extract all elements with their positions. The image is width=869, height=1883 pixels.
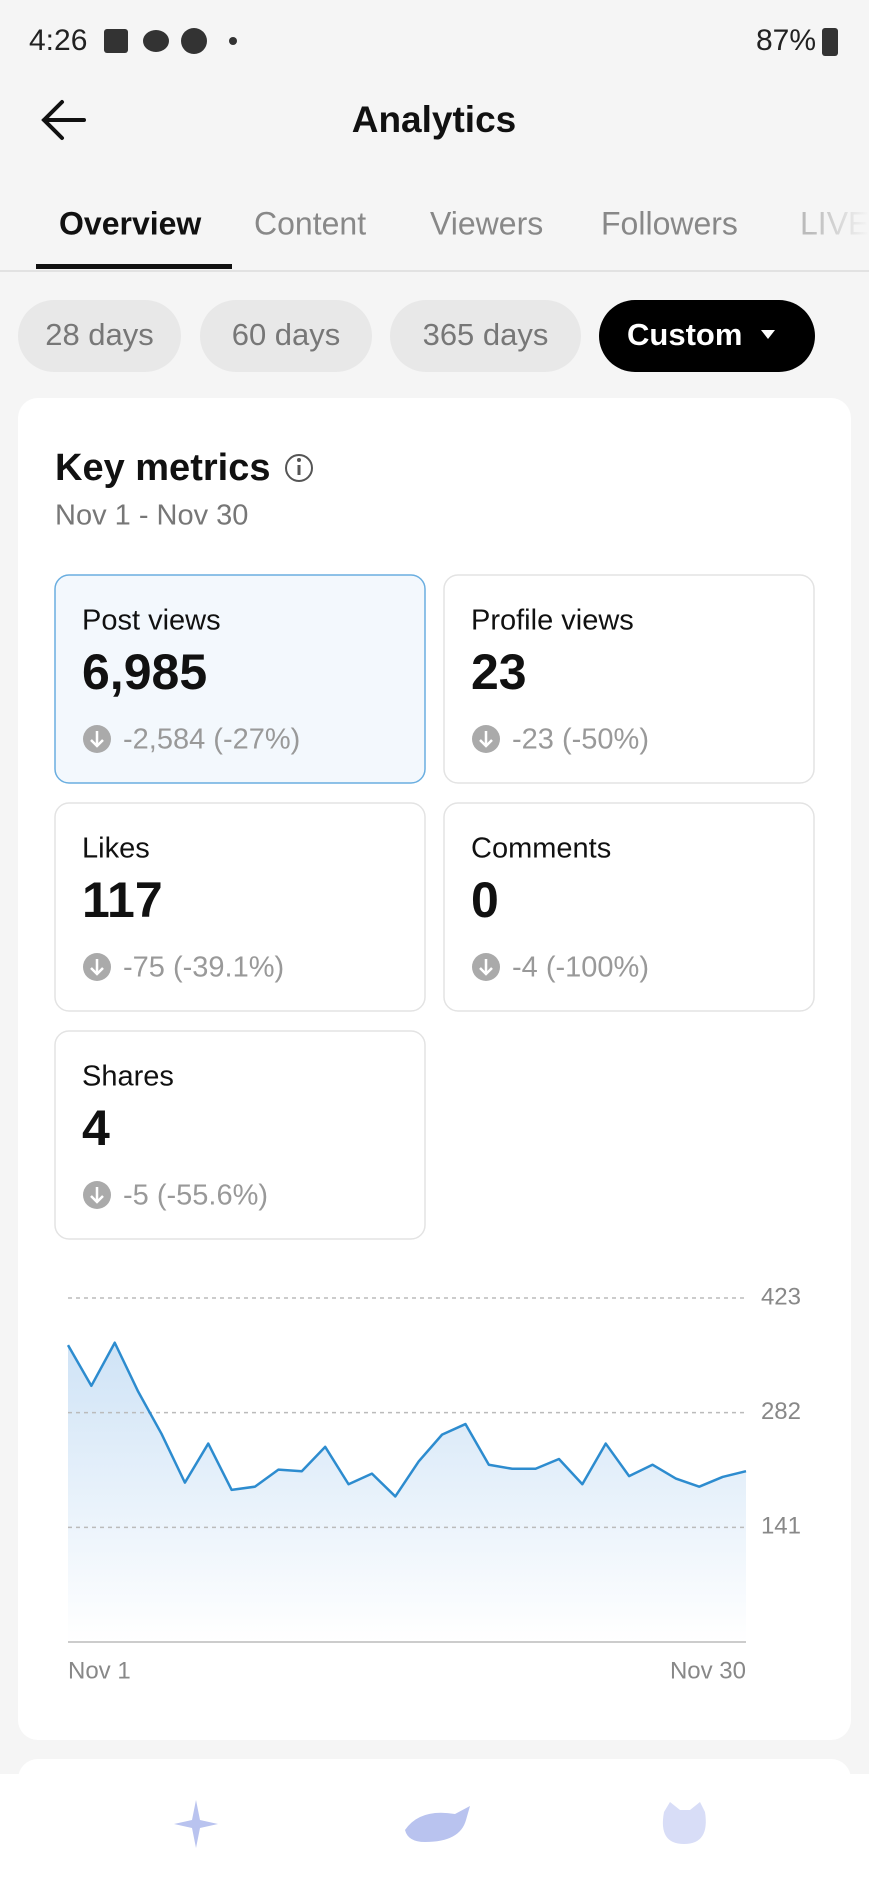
tab-divider [0, 270, 869, 272]
x-tick-label: Nov 30 [670, 1657, 746, 1684]
back-button[interactable] [41, 100, 86, 140]
filter-label: 365 days [423, 317, 549, 352]
filter-pill[interactable] [390, 300, 581, 372]
down-icon [479, 959, 493, 976]
status-icon [143, 30, 169, 52]
y-tick-label: 423 [761, 1283, 801, 1310]
metric-label: Likes [82, 833, 150, 865]
filter-pill[interactable] [200, 300, 372, 372]
filter-label: Custom [627, 317, 742, 352]
metric-change: -2,584 (-27%) [123, 724, 300, 756]
filter-label: 60 days [232, 317, 341, 352]
nav-icon[interactable] [174, 1800, 218, 1848]
tab[interactable]: Followers [601, 205, 738, 241]
metric-value: 117 [82, 872, 163, 928]
status-icon [229, 37, 237, 45]
nav-icon[interactable] [662, 1802, 706, 1844]
metric-change: -75 (-39.1%) [123, 952, 284, 984]
filter-pill[interactable] [18, 300, 181, 372]
down-icon [479, 731, 493, 748]
metric-value: 0 [471, 872, 499, 928]
metric-label: Profile views [471, 605, 634, 637]
filters: 28 days 60 days 365 days Custom [18, 300, 815, 372]
tab[interactable]: Viewers [430, 205, 543, 241]
metric-value: 4 [82, 1100, 110, 1156]
filter-label: 28 days [45, 317, 154, 352]
info-icon [297, 465, 301, 475]
page-title: Analytics [352, 99, 517, 140]
info-icon [297, 458, 301, 462]
nav-icon[interactable] [405, 1806, 470, 1842]
metric-box[interactable] [443, 574, 815, 784]
metric-label: Shares [82, 1061, 174, 1093]
status-battery: 87% [756, 24, 816, 57]
metric-change: -5 (-55.6%) [123, 1180, 268, 1212]
status-icon [104, 29, 128, 53]
tab-underline [36, 264, 232, 269]
chart: 141 282 423 Nov 1 Nov 30 [66, 1283, 801, 1684]
metric-change: -4 (-100%) [512, 952, 649, 984]
metric-value: 6,985 [82, 644, 207, 700]
tab-fade [810, 180, 869, 270]
metric-box[interactable] [54, 1030, 426, 1240]
date-range: Nov 1 - Nov 30 [55, 500, 248, 532]
metric-box[interactable] [54, 574, 426, 784]
y-tick-label: 282 [761, 1398, 801, 1425]
tab[interactable]: Overview [59, 205, 201, 241]
status-icon [181, 28, 207, 54]
x-tick-label: Nov 1 [68, 1657, 131, 1684]
metric-value: 23 [471, 644, 527, 700]
down-icon [90, 731, 104, 748]
down-icon [90, 1187, 104, 1204]
line [66, 1341, 747, 1498]
metrics: Post views 6,985 -2,584 (-27%) Profile view… [54, 574, 815, 1240]
info-icon[interactable] [285, 454, 313, 482]
metric-label: Comments [471, 833, 611, 865]
area [68, 1342, 746, 1642]
metric-label: Post views [82, 605, 221, 637]
y-tick-label: 141 [761, 1513, 801, 1540]
card-title: Key metrics [55, 447, 270, 489]
status-time: 4:26 [29, 24, 87, 57]
battery-icon [822, 28, 838, 56]
down-icon [90, 959, 104, 976]
metric-box[interactable] [54, 802, 426, 1012]
tab[interactable]: Content [254, 205, 366, 241]
metric-change: -23 (-50%) [512, 724, 649, 756]
dropdown-icon [761, 330, 775, 339]
filter-pill[interactable] [599, 300, 815, 372]
metric-box[interactable] [443, 802, 815, 1012]
